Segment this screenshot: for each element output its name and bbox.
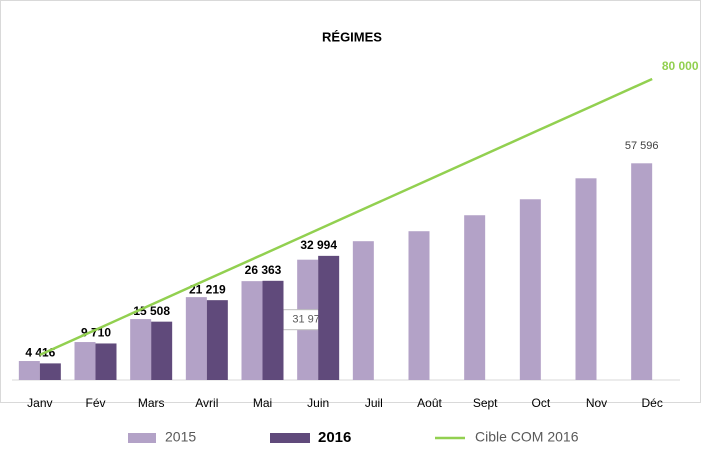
x-tick-label: Oct: [531, 396, 550, 410]
bar: [151, 321, 173, 380]
x-tick-label: Juil: [365, 396, 383, 410]
bar: [18, 361, 40, 380]
legend-label: 2015: [165, 429, 196, 445]
x-tick-label: Fév: [85, 396, 105, 410]
data-label: 26 363: [245, 263, 282, 277]
x-tick-label: Nov: [586, 396, 607, 410]
bar: [241, 281, 263, 380]
bar: [464, 215, 486, 380]
bar: [408, 231, 430, 380]
bar: [575, 178, 597, 380]
data-label: 9 710: [81, 326, 111, 340]
data-label: 31 976: [292, 314, 326, 326]
legend-label: 2016: [318, 429, 351, 446]
bar: [631, 163, 653, 380]
bar: [185, 297, 207, 380]
bar: [130, 319, 152, 380]
bar: [262, 280, 284, 380]
legend-swatch: [270, 433, 310, 443]
legend-swatch: [128, 433, 156, 443]
data-label: 4 416: [25, 346, 55, 360]
chart-title: RÉGIMES: [322, 29, 382, 44]
x-tick-label: Juin: [307, 396, 329, 410]
bar: [519, 199, 541, 380]
x-tick-label: Avril: [195, 396, 218, 410]
bar: [74, 342, 96, 380]
x-tick-label: Mai: [253, 396, 272, 410]
x-tick-label: Janv: [27, 396, 52, 410]
bar: [95, 343, 117, 380]
bar: [318, 255, 340, 380]
data-label: 80 000: [662, 59, 699, 73]
data-label: 21 219: [189, 282, 226, 296]
x-tick-label: Mars: [138, 396, 165, 410]
bar: [352, 241, 374, 380]
bar: [39, 363, 61, 380]
target-line: [39, 77, 653, 357]
legend-label: Cible COM 2016: [475, 429, 579, 445]
x-tick-label: Sept: [473, 396, 498, 410]
x-tick-label: Déc: [641, 396, 662, 410]
x-tick-label: Août: [417, 396, 442, 410]
bar: [206, 300, 228, 380]
data-label: 32 994: [300, 238, 337, 252]
data-label: 57 596: [625, 140, 659, 152]
